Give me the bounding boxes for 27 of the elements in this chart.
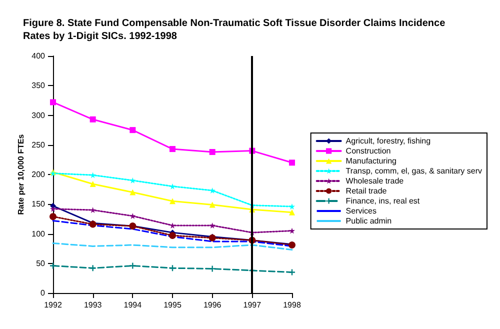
legend-label: Services: [346, 206, 376, 216]
y-tick-label: 400: [32, 52, 46, 60]
legend-label: Transp, comm, el, gas, & sanitary serv: [346, 166, 482, 176]
x-tick-label: 1998: [283, 300, 302, 310]
y-tick-label: 100: [32, 229, 46, 238]
y-tick-label: 350: [32, 81, 46, 90]
y-tick-label: 200: [32, 170, 46, 179]
legend-label: Construction: [346, 146, 391, 156]
legend-label: Finance, ins, real est: [346, 196, 420, 206]
x-tick-label: 1992: [44, 300, 62, 310]
legend-label: Retail trade: [346, 186, 388, 196]
legend-label: Manufacturing: [346, 156, 397, 166]
x-tick-label: 1996: [203, 300, 222, 310]
x-tick-label: 1997: [243, 300, 262, 310]
legend-label: Wholesale trade: [346, 176, 404, 186]
x-tick-label: 1994: [124, 300, 142, 310]
y-tick-label: 150: [32, 200, 46, 209]
y-tick-label: 0: [40, 288, 46, 298]
x-tick-label: 1995: [164, 300, 182, 310]
y-tick-label: 250: [32, 140, 46, 150]
y-axis-title: Rate per 10,000 FTEs: [16, 134, 26, 215]
legend-label: Public admin: [346, 216, 392, 226]
chart-title: Figure 8. State Fund Compensable Non-Traumatic Soft Tissue Disorder Claims Incidence Rates by 1-Digit SICs. 1992-1998: [23, 18, 446, 42]
y-tick-label: 300: [32, 110, 46, 120]
legend-label: Agricult, forestry, fishing: [346, 136, 431, 146]
y-tick-label: 50: [36, 258, 46, 268]
x-tick-label: 1993: [84, 300, 102, 310]
